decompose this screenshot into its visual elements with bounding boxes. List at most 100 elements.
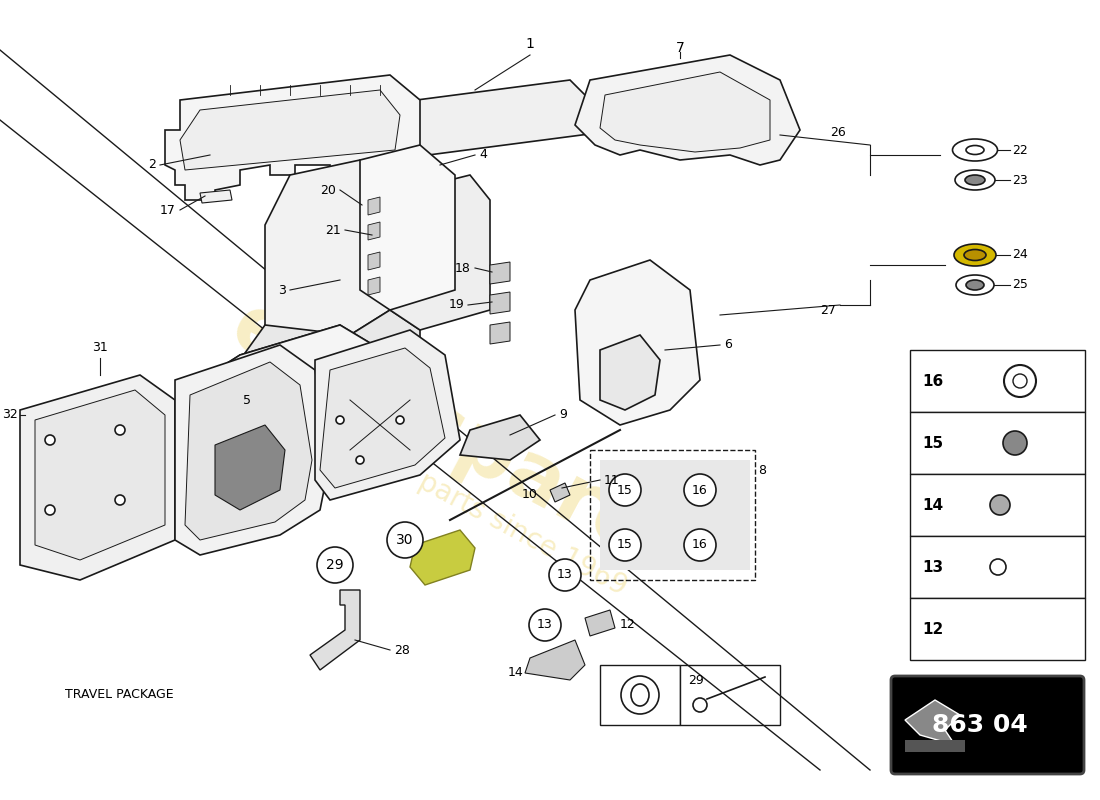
Polygon shape: [200, 190, 232, 203]
Polygon shape: [340, 80, 620, 160]
Polygon shape: [368, 222, 379, 240]
Polygon shape: [905, 700, 960, 745]
Text: 29: 29: [327, 558, 344, 572]
Polygon shape: [165, 75, 420, 200]
Text: 16: 16: [692, 538, 708, 551]
Text: 13: 13: [557, 569, 573, 582]
Polygon shape: [525, 640, 585, 680]
Ellipse shape: [955, 170, 996, 190]
Text: 31: 31: [92, 341, 108, 354]
Polygon shape: [20, 375, 175, 580]
Polygon shape: [490, 322, 510, 344]
Text: 28: 28: [394, 643, 410, 657]
Ellipse shape: [953, 139, 998, 161]
Bar: [680, 665, 780, 725]
Bar: [590, 450, 755, 580]
Polygon shape: [600, 335, 660, 410]
Circle shape: [116, 425, 125, 435]
Text: 15: 15: [922, 435, 943, 450]
Polygon shape: [360, 145, 455, 310]
Polygon shape: [35, 390, 165, 560]
Polygon shape: [575, 260, 700, 425]
Text: 14: 14: [507, 666, 522, 679]
Text: 19: 19: [449, 298, 464, 311]
Bar: [600, 665, 680, 725]
Circle shape: [396, 416, 404, 424]
Polygon shape: [265, 160, 390, 350]
Polygon shape: [990, 619, 1050, 641]
Text: 32: 32: [2, 409, 18, 422]
Polygon shape: [390, 175, 490, 330]
Circle shape: [693, 698, 707, 712]
Circle shape: [45, 435, 55, 445]
Text: 26: 26: [830, 126, 846, 138]
Text: 15: 15: [617, 483, 632, 497]
Ellipse shape: [964, 250, 986, 261]
Ellipse shape: [1004, 365, 1036, 397]
Polygon shape: [368, 277, 379, 295]
Text: 4: 4: [478, 149, 487, 162]
Polygon shape: [368, 252, 379, 270]
Circle shape: [356, 456, 364, 464]
Text: 11: 11: [604, 474, 619, 486]
Polygon shape: [180, 90, 400, 170]
Circle shape: [609, 474, 641, 506]
Ellipse shape: [621, 676, 659, 714]
Text: 22: 22: [1012, 143, 1027, 157]
Circle shape: [990, 495, 1010, 515]
Circle shape: [336, 416, 344, 424]
Polygon shape: [368, 197, 379, 215]
Polygon shape: [585, 610, 615, 636]
Text: 2: 2: [148, 158, 156, 171]
Ellipse shape: [965, 175, 985, 185]
Bar: [910, 598, 1085, 660]
Text: 8: 8: [758, 463, 766, 477]
Polygon shape: [185, 325, 390, 395]
Polygon shape: [600, 460, 750, 570]
Text: eurospare: eurospare: [218, 287, 662, 573]
Ellipse shape: [954, 244, 996, 266]
Text: 3: 3: [278, 283, 286, 297]
Circle shape: [549, 559, 581, 591]
Text: 16: 16: [692, 483, 708, 497]
Text: 17: 17: [161, 203, 176, 217]
Text: 9: 9: [559, 409, 566, 422]
Text: 863 04: 863 04: [932, 713, 1027, 737]
Polygon shape: [185, 362, 312, 540]
Polygon shape: [230, 325, 390, 450]
Ellipse shape: [966, 280, 984, 290]
Text: a passion for parts since 1969: a passion for parts since 1969: [249, 379, 631, 601]
Text: 23: 23: [1012, 174, 1027, 186]
Polygon shape: [490, 292, 510, 314]
Text: 25: 25: [1012, 278, 1027, 291]
Bar: [910, 412, 1085, 474]
Text: 21: 21: [326, 223, 341, 237]
Text: 1: 1: [526, 37, 535, 51]
Text: 5: 5: [243, 394, 251, 406]
Circle shape: [684, 474, 716, 506]
Text: 29: 29: [688, 674, 704, 686]
Circle shape: [609, 529, 641, 561]
Text: 16: 16: [922, 374, 944, 389]
Text: 7: 7: [675, 41, 684, 55]
Ellipse shape: [966, 146, 984, 154]
Ellipse shape: [956, 275, 994, 295]
Text: 13: 13: [537, 618, 553, 631]
Bar: [905, 740, 965, 752]
Bar: [910, 474, 1085, 536]
Ellipse shape: [1013, 374, 1027, 388]
Polygon shape: [175, 345, 330, 555]
Bar: [910, 536, 1085, 598]
Text: 24: 24: [1012, 249, 1027, 262]
Text: 13: 13: [922, 559, 943, 574]
Text: TRAVEL PACKAGE: TRAVEL PACKAGE: [65, 689, 174, 702]
Polygon shape: [240, 310, 420, 440]
Circle shape: [317, 547, 353, 583]
Polygon shape: [460, 415, 540, 460]
Polygon shape: [175, 355, 240, 455]
Polygon shape: [490, 262, 510, 284]
Polygon shape: [320, 348, 446, 488]
Text: 14: 14: [922, 498, 943, 513]
Text: 10: 10: [522, 489, 538, 502]
Text: 6: 6: [724, 338, 732, 351]
